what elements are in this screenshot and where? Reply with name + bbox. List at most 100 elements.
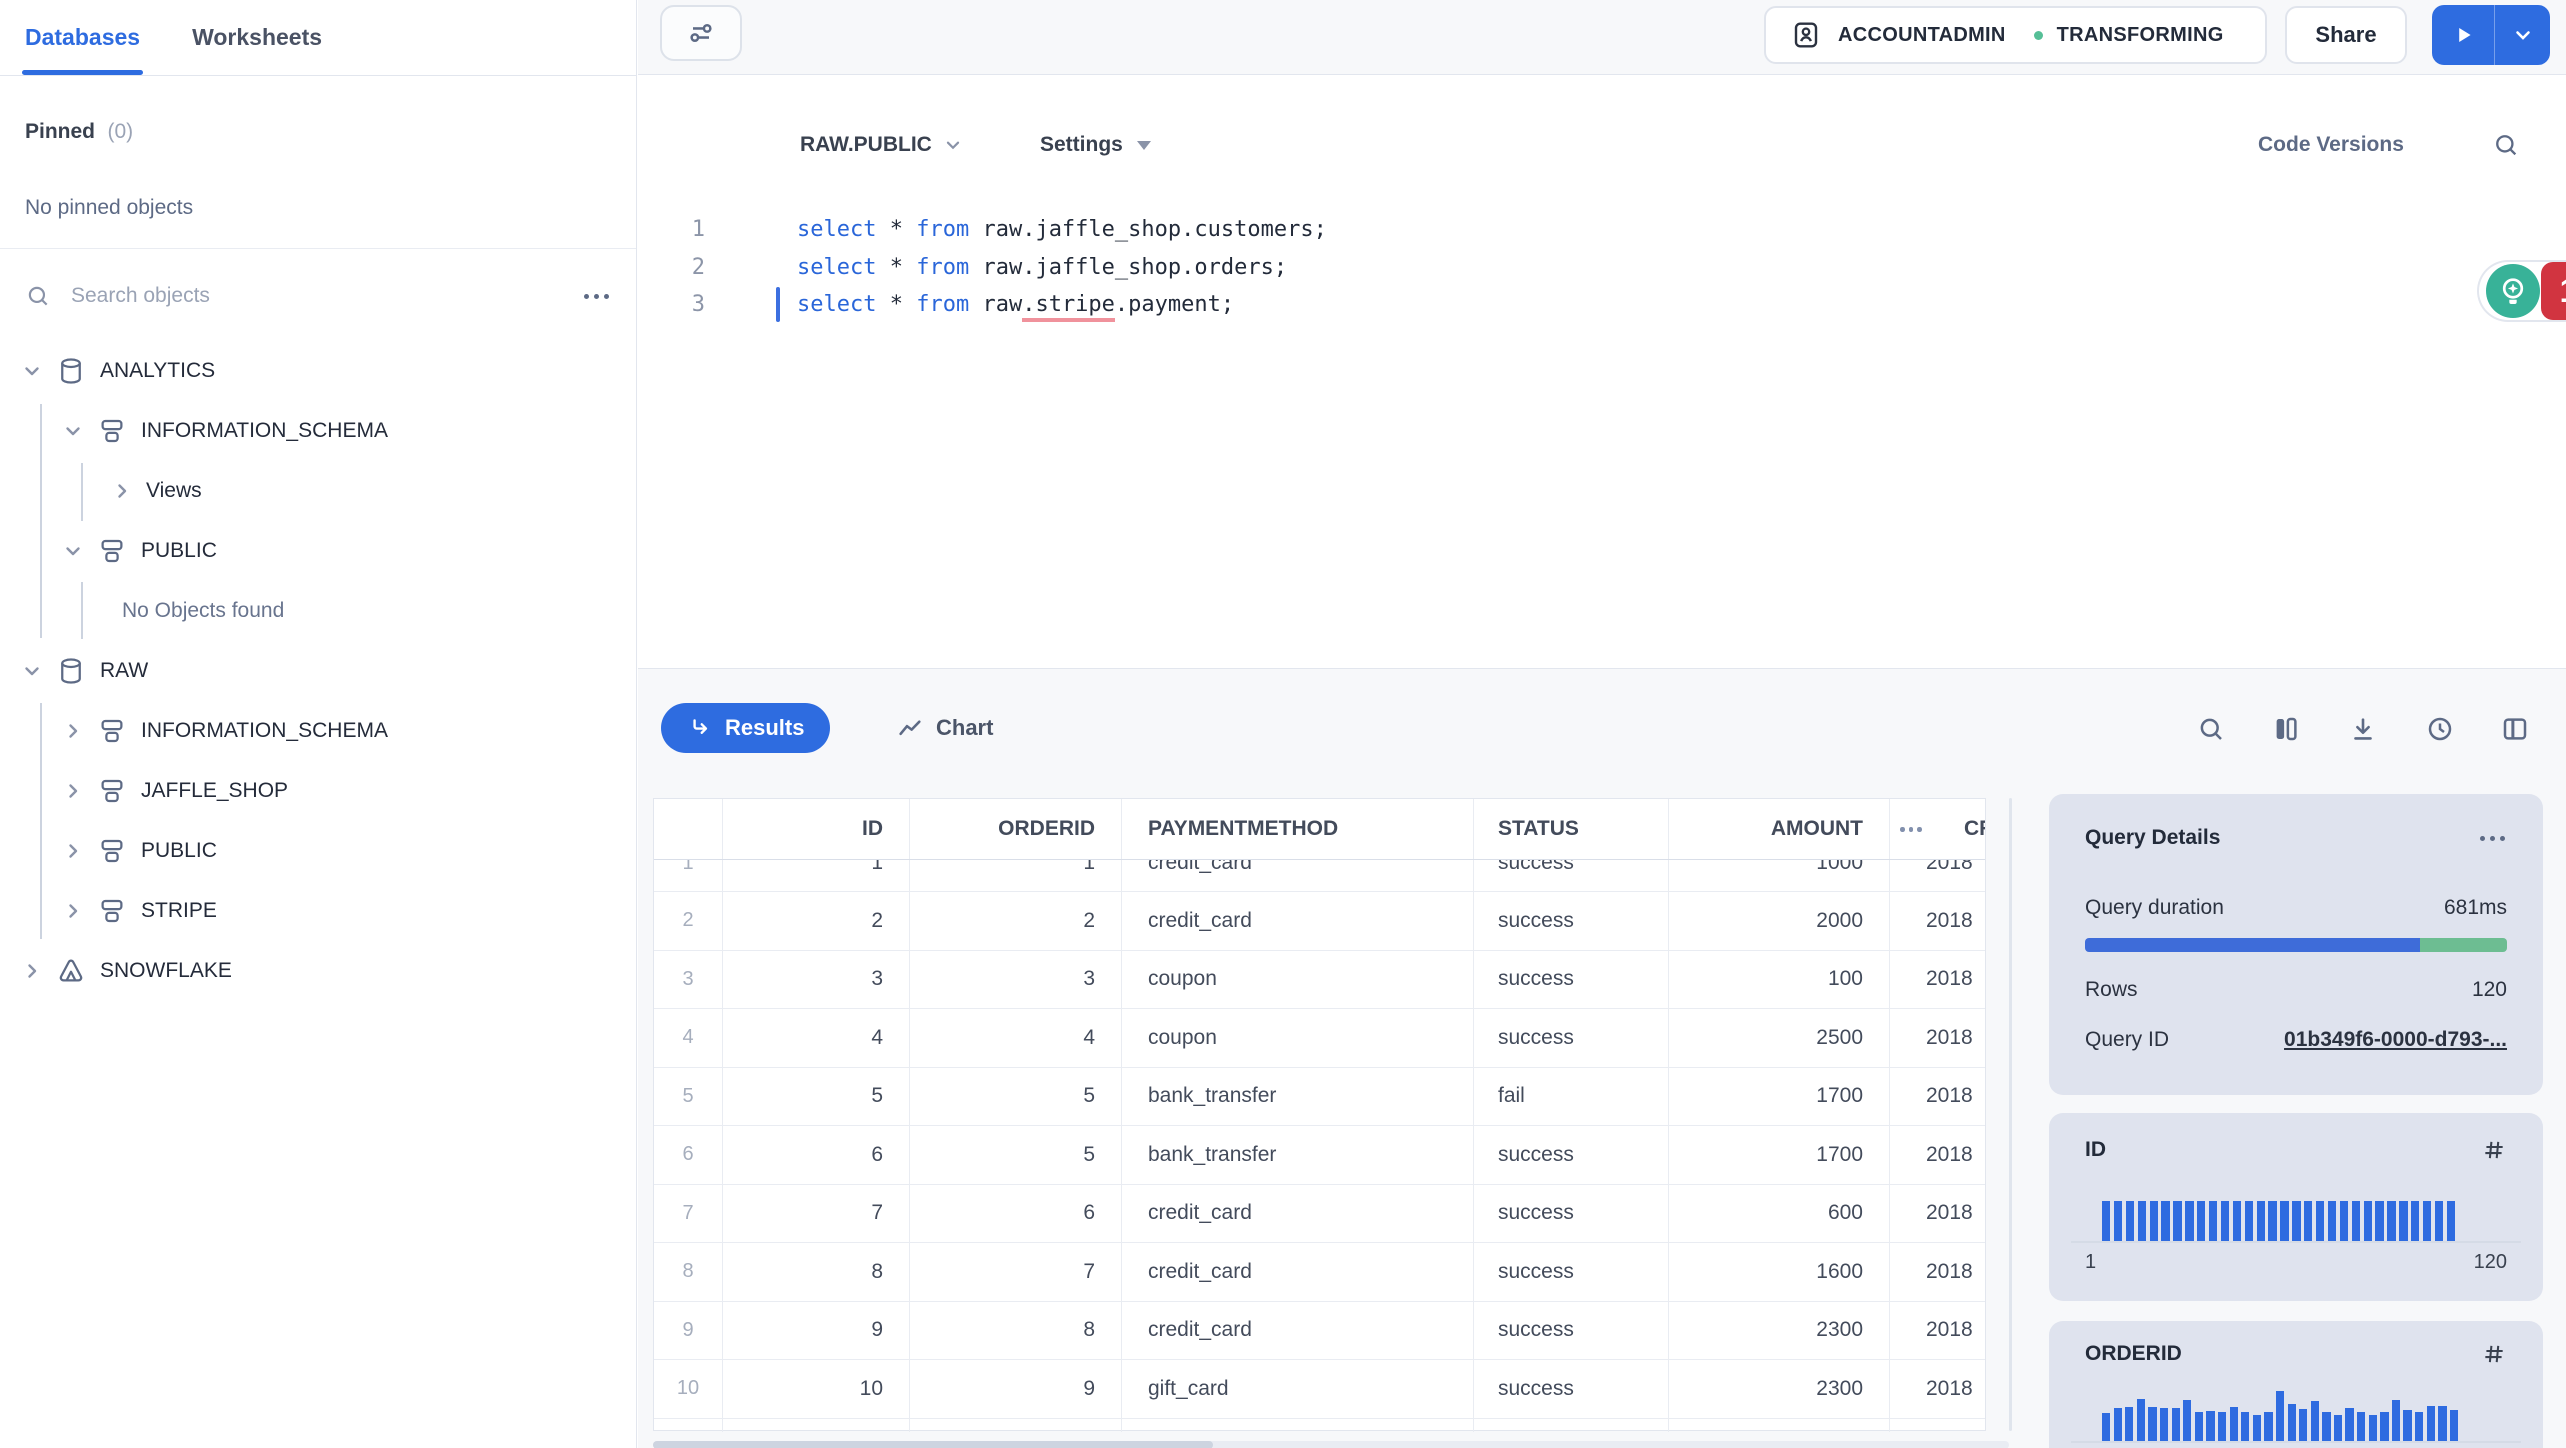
table-row[interactable]: 5 5 5 bank_transfer fail 1700 2018 (654, 1067, 1985, 1126)
cell-id[interactable]: 7 (723, 1184, 910, 1242)
cell-orderid[interactable]: 5 (910, 1067, 1122, 1125)
chevron-down-icon[interactable] (20, 659, 44, 683)
chevron-right-icon[interactable] (110, 479, 134, 503)
lightbulb-icon[interactable] (2486, 264, 2540, 318)
cell-id[interactable]: 1 (723, 860, 910, 891)
run-query-button[interactable] (2432, 5, 2495, 65)
cell-created[interactable]: 2018 (1926, 1201, 1973, 1225)
hash-icon[interactable] (2481, 1137, 2507, 1163)
cell-amount[interactable]: 1000 (1669, 860, 1890, 891)
cell-status[interactable]: success (1474, 1009, 1669, 1067)
sidebar-item-analytics[interactable]: ANALYTICS (0, 341, 635, 401)
cell-status[interactable]: success (1474, 1184, 1669, 1242)
cell-amount[interactable]: 1700 (1669, 1067, 1890, 1125)
cell-paymentmethod[interactable]: credit_card (1122, 892, 1474, 950)
cell-paymentmethod[interactable]: credit_card (1122, 1243, 1474, 1301)
cell-id[interactable]: 4 (723, 1009, 910, 1067)
column-header-id[interactable]: ID (723, 799, 910, 859)
scrollbar-thumb[interactable] (653, 1441, 1213, 1448)
table-row[interactable]: 1 1 1 credit_card success 1000 2018 (654, 860, 1985, 892)
cell-status[interactable]: success (1474, 1126, 1669, 1184)
cell-id[interactable]: 6 (723, 1126, 910, 1184)
cell-created[interactable]: 2018 (1926, 860, 1973, 874)
horizontal-scrollbar[interactable] (653, 1441, 2009, 1448)
cell-amount[interactable]: 2500 (1669, 1009, 1890, 1067)
table-row[interactable]: 10 10 9 gift_card success 2300 2018 (654, 1360, 1985, 1419)
download-icon[interactable] (2348, 714, 2378, 744)
cell-rownum[interactable]: 4 (654, 1009, 723, 1067)
table-row[interactable]: 4 4 4 coupon success 2500 2018 (654, 1009, 1985, 1068)
cell-rownum[interactable]: 6 (654, 1126, 723, 1184)
chevron-right-icon[interactable] (61, 839, 85, 863)
cell-created[interactable]: 2018 (1926, 1259, 1973, 1283)
error-count-badge[interactable]: 1 (2541, 262, 2566, 320)
column-header-paymentmethod[interactable]: PAYMENTMETHOD (1122, 799, 1474, 859)
columns-icon[interactable] (2271, 714, 2301, 744)
table-row[interactable]: 9 9 8 credit_card success 2300 2018 (654, 1301, 1985, 1360)
sidebar-item-jaffle-shop[interactable]: JAFFLE_SHOP (0, 761, 635, 821)
cell-paymentmethod[interactable]: bank_transfer (1122, 1126, 1474, 1184)
cell-amount[interactable]: 600 (1669, 1184, 1890, 1242)
cell-paymentmethod[interactable]: coupon (1122, 950, 1474, 1008)
cell-id[interactable]: 8 (723, 1243, 910, 1301)
cell-paymentmethod[interactable]: credit_card (1122, 1301, 1474, 1359)
cell-amount[interactable]: 100 (1669, 950, 1890, 1008)
cell-status[interactable]: success (1474, 1301, 1669, 1359)
chevron-right-icon[interactable] (61, 719, 85, 743)
cell-status[interactable]: success (1474, 950, 1669, 1008)
chevron-down-icon[interactable] (20, 359, 44, 383)
table-row[interactable]: 7 7 6 credit_card success 600 2018 (654, 1184, 1985, 1243)
cell-orderid[interactable]: 8 (910, 1301, 1122, 1359)
share-button[interactable]: Share (2285, 6, 2407, 64)
search-results-icon[interactable] (2196, 714, 2226, 744)
table-row[interactable]: 3 3 3 coupon success 100 2018 (654, 950, 1985, 1009)
cell-status[interactable]: fail (1474, 1067, 1669, 1125)
editor-search-button[interactable] (2492, 120, 2520, 170)
cell-paymentmethod[interactable]: coupon (1122, 1009, 1474, 1067)
cell-created[interactable]: 2018 (1926, 908, 1973, 932)
cell-orderid[interactable]: 4 (910, 1009, 1122, 1067)
context-role-button[interactable]: ACCOUNTADMIN TRANSFORMING (1764, 6, 2267, 64)
more-options-icon[interactable] (581, 293, 611, 299)
cell-paymentmethod[interactable]: bank_transfer (1122, 1067, 1474, 1125)
cell-orderid[interactable]: 7 (910, 1243, 1122, 1301)
cell-created[interactable]: 2018 (1926, 1025, 1973, 1049)
split-view-icon[interactable] (2500, 714, 2530, 744)
sidebar-item-no-objects-found[interactable]: No Objects found (0, 581, 635, 641)
history-icon[interactable] (2425, 714, 2455, 744)
sidebar-item-information-schema[interactable]: INFORMATION_SCHEMA (0, 401, 635, 461)
column-header-amount[interactable]: AMOUNT (1669, 799, 1890, 859)
cell-rownum[interactable]: 8 (654, 1243, 723, 1301)
chevron-right-icon[interactable] (61, 779, 85, 803)
cell-orderid[interactable]: 5 (910, 1126, 1122, 1184)
cell-orderid[interactable]: 1 (910, 860, 1122, 891)
cell-paymentmethod[interactable]: credit_card (1122, 860, 1474, 891)
cell-created[interactable]: 2018 (1926, 1084, 1973, 1108)
column-menu-icon[interactable] (1898, 799, 1924, 860)
cell-status[interactable]: success (1474, 1243, 1669, 1301)
search-objects-input[interactable] (69, 283, 563, 309)
sidebar-item-snowflake[interactable]: SNOWFLAKE (0, 941, 635, 1001)
tab-chart[interactable]: Chart (896, 703, 993, 753)
sidebar-item-public[interactable]: PUBLIC (0, 821, 635, 881)
sql-editor[interactable]: 1 select * from raw.jaffle_shop.customers… (638, 211, 1327, 324)
query-id-link[interactable]: 01b349f6-0000-d793-... (2284, 1028, 2507, 1051)
cell-orderid[interactable]: 6 (910, 1184, 1122, 1242)
cell-rownum[interactable]: 10 (654, 1360, 723, 1418)
cell-rownum[interactable]: 3 (654, 950, 723, 1008)
table-row[interactable]: 2 2 2 credit_card success 2000 2018 (654, 892, 1985, 951)
chevron-down-icon[interactable] (61, 419, 85, 443)
tab-worksheets[interactable]: Worksheets (192, 24, 323, 50)
cell-rownum[interactable]: 2 (654, 892, 723, 950)
tab-results[interactable]: Results (661, 703, 831, 753)
sidebar-item-public[interactable]: PUBLIC (0, 521, 635, 581)
column-header-rownum[interactable] (654, 799, 723, 859)
settings-menu[interactable]: Settings (1040, 120, 1151, 170)
chevron-right-icon[interactable] (20, 959, 44, 983)
cell-id[interactable]: 9 (723, 1301, 910, 1359)
context-selector[interactable]: RAW.PUBLIC (800, 120, 964, 170)
query-details-menu-icon[interactable] (2477, 835, 2507, 841)
cell-paymentmethod[interactable]: gift_card (1122, 1360, 1474, 1418)
cell-amount[interactable]: 1600 (1669, 1243, 1890, 1301)
cell-orderid[interactable]: 2 (910, 892, 1122, 950)
